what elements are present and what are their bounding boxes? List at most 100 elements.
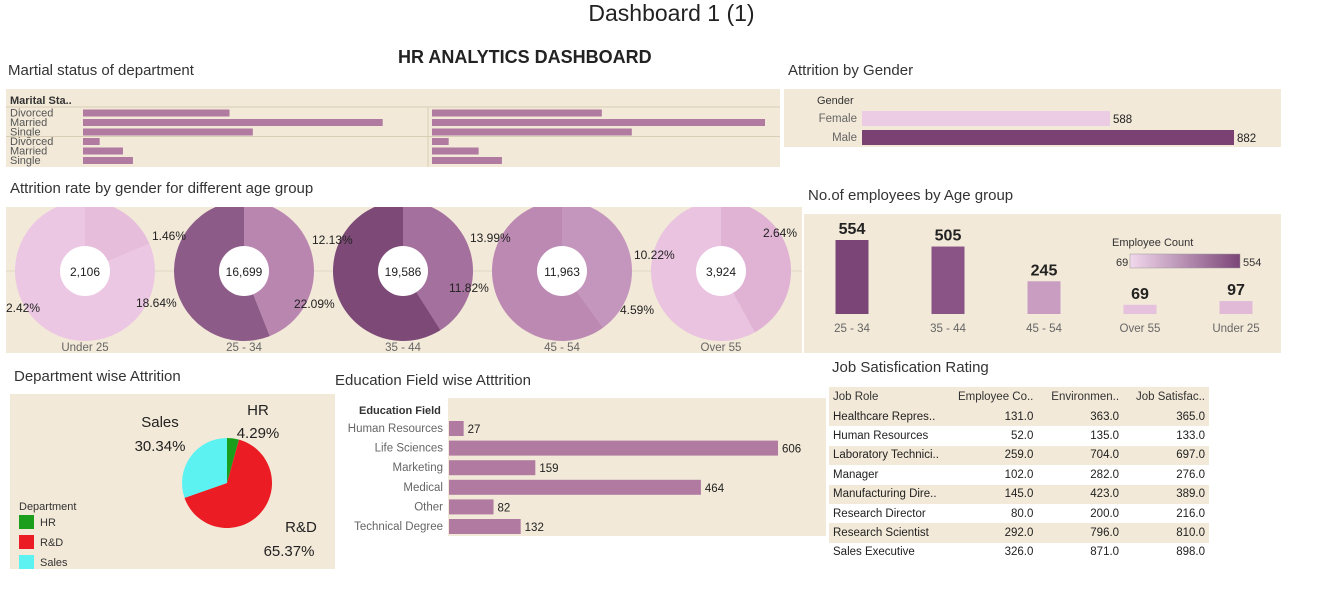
gender-value: 882 xyxy=(1237,133,1256,145)
job-value-cell: 135.0 xyxy=(1037,426,1124,446)
edu-category-label: Human Resources xyxy=(348,423,443,435)
marital-row-label: Divorced xyxy=(10,136,53,148)
edu-value: 82 xyxy=(498,502,511,514)
age-pct-label: 2.42% xyxy=(6,301,40,315)
age-pie-slice xyxy=(244,201,314,337)
dept-legend-swatch xyxy=(19,515,34,529)
edu-category-label: Life Sciences xyxy=(375,443,444,455)
panel-title-edu: Education Field wise Atttrition xyxy=(335,372,531,389)
marital-bar xyxy=(83,109,230,117)
job-value-cell: 52.0 xyxy=(950,426,1038,446)
job-value-cell: 80.0 xyxy=(950,503,1038,524)
job-value-cell: 259.0 xyxy=(950,445,1038,466)
attrition-age-chart: 2,106 Under 25 16,699 25 - 34 19,586 35 - 44 1… xyxy=(6,201,802,354)
dept-slice-pct: 30.34% xyxy=(135,438,186,455)
edu-bar xyxy=(449,440,778,456)
edu-value: 132 xyxy=(525,522,544,534)
age-donut-hole xyxy=(219,246,269,296)
emp-age-category: 45 - 54 xyxy=(1026,323,1062,335)
job-value-cell: 704.0 xyxy=(1037,445,1124,466)
attrition-gender-chart: Gender Female 588 Male 882 xyxy=(817,95,1256,145)
job-col-header[interactable]: Job Role xyxy=(833,391,879,403)
marital-bar xyxy=(83,128,253,136)
panel-title-attrition-gender: Attrition by Gender xyxy=(788,62,914,79)
table-row: Sales Executive 326.0 871.0 898.0 xyxy=(829,542,1209,563)
gender-label: Male xyxy=(832,132,857,144)
age-pct-label: 18.64% xyxy=(136,296,177,310)
job-value-cell: 796.0 xyxy=(1037,523,1124,543)
job-value-cell: 810.0 xyxy=(1123,523,1209,543)
job-value-cell: 276.0 xyxy=(1123,465,1209,485)
marital-bar xyxy=(432,147,479,155)
edu-category-label: Medical xyxy=(403,482,443,494)
gender-label: Female xyxy=(819,113,857,125)
job-role-cell: Healthcare Repres.. xyxy=(829,407,951,427)
dept-legend-label: Sales xyxy=(40,557,68,569)
dept-slice-pct: 4.29% xyxy=(237,425,280,442)
emp-age-bar xyxy=(931,246,965,314)
job-value-cell: 423.0 xyxy=(1037,484,1124,504)
dept-slice-name: R&D xyxy=(285,519,317,536)
emp-age-legend-max: 554 xyxy=(1243,257,1261,269)
edu-category-label: Other xyxy=(414,501,443,513)
table-row: Research Director 80.0 200.0 216.0 xyxy=(829,503,1209,524)
table-row: Healthcare Repres.. 131.0 363.0 365.0 xyxy=(829,407,1209,427)
dept-legend-swatch xyxy=(19,535,34,549)
edu-bar xyxy=(449,519,521,534)
age-group-label: Under 25 xyxy=(61,342,108,353)
job-role-cell: Manager xyxy=(829,465,951,485)
age-pie-slice xyxy=(562,201,632,328)
gender-bar xyxy=(862,130,1234,145)
emp-age-bar xyxy=(835,240,869,314)
job-col-header[interactable]: Employee Co.. xyxy=(957,391,1034,403)
job-role-cell: Sales Executive xyxy=(829,542,951,563)
marital-bar xyxy=(432,119,765,126)
emp-age-bar xyxy=(1219,301,1253,314)
job-value-cell: 133.0 xyxy=(1123,426,1209,446)
marital-bar xyxy=(83,119,383,126)
age-center-value: 19,586 xyxy=(385,265,422,279)
marital-header: Marital Sta.. xyxy=(10,95,72,107)
emp-age-panel: Employee Count 69 554 554 25 - 34 505 35 - … xyxy=(804,214,1281,353)
age-pct-label: 1.46% xyxy=(152,229,186,243)
dept-slice-name: Sales xyxy=(141,414,179,431)
job-value-cell: 365.0 xyxy=(1123,407,1209,427)
emp-age-legend-min: 69 xyxy=(1116,257,1128,269)
attrition-gender-panel: Gender Female 588 Male 882 xyxy=(784,89,1281,147)
marital-bar xyxy=(83,138,100,145)
panel-title-emp-age: No.of employees by Age group xyxy=(808,187,1014,204)
gender-header: Gender xyxy=(817,95,854,107)
job-value-cell: 145.0 xyxy=(950,484,1038,504)
age-center-value: 16,699 xyxy=(226,265,263,279)
table-row: Laboratory Technici.. 259.0 704.0 697.0 xyxy=(829,445,1209,466)
emp-age-category: Under 25 xyxy=(1212,323,1259,335)
job-value-cell: 363.0 xyxy=(1037,407,1124,427)
job-value-cell: 216.0 xyxy=(1123,503,1209,524)
job-role-cell: Research Director xyxy=(829,503,951,524)
edu-bar xyxy=(449,479,701,495)
emp-age-value: 554 xyxy=(839,221,866,238)
age-donut-hole xyxy=(60,246,110,296)
job-col-header[interactable]: Job Satisfac.. xyxy=(1135,391,1205,403)
panel-title-marital: Martial status of department xyxy=(8,62,194,79)
edu-value: 606 xyxy=(782,444,801,456)
age-group-label: 45 - 54 xyxy=(544,342,580,353)
emp-age-legend-title: Employee Count xyxy=(1112,237,1193,249)
marital-chart-panel: Marital Sta.. Divorced Married Single Divor… xyxy=(6,89,780,167)
emp-age-category: 25 - 34 xyxy=(834,323,870,335)
table-row: Human Resources 52.0 135.0 133.0 xyxy=(829,426,1209,446)
dept-slice-name: HR xyxy=(247,402,269,419)
job-value-cell: 389.0 xyxy=(1123,484,1209,504)
age-center-value: 11,963 xyxy=(544,265,580,279)
job-col-header[interactable]: Environmen.. xyxy=(1051,391,1120,403)
job-value-cell: 131.0 xyxy=(950,407,1038,427)
age-group-label: 35 - 44 xyxy=(385,342,421,353)
dept-pie-slice xyxy=(184,439,272,528)
dept-chart: Department HR 4.29% R&D 65.37% Sales 30.34% HR… xyxy=(19,402,317,569)
age-center-value: 2,106 xyxy=(70,265,100,279)
job-value-cell: 871.0 xyxy=(1037,542,1124,563)
marital-chart: Marital Sta.. DivorcedMarriedSingleDivor… xyxy=(6,95,780,167)
marital-row-label: Single xyxy=(10,155,41,167)
marital-row-label: Married xyxy=(10,117,47,129)
marital-bar xyxy=(432,128,632,136)
